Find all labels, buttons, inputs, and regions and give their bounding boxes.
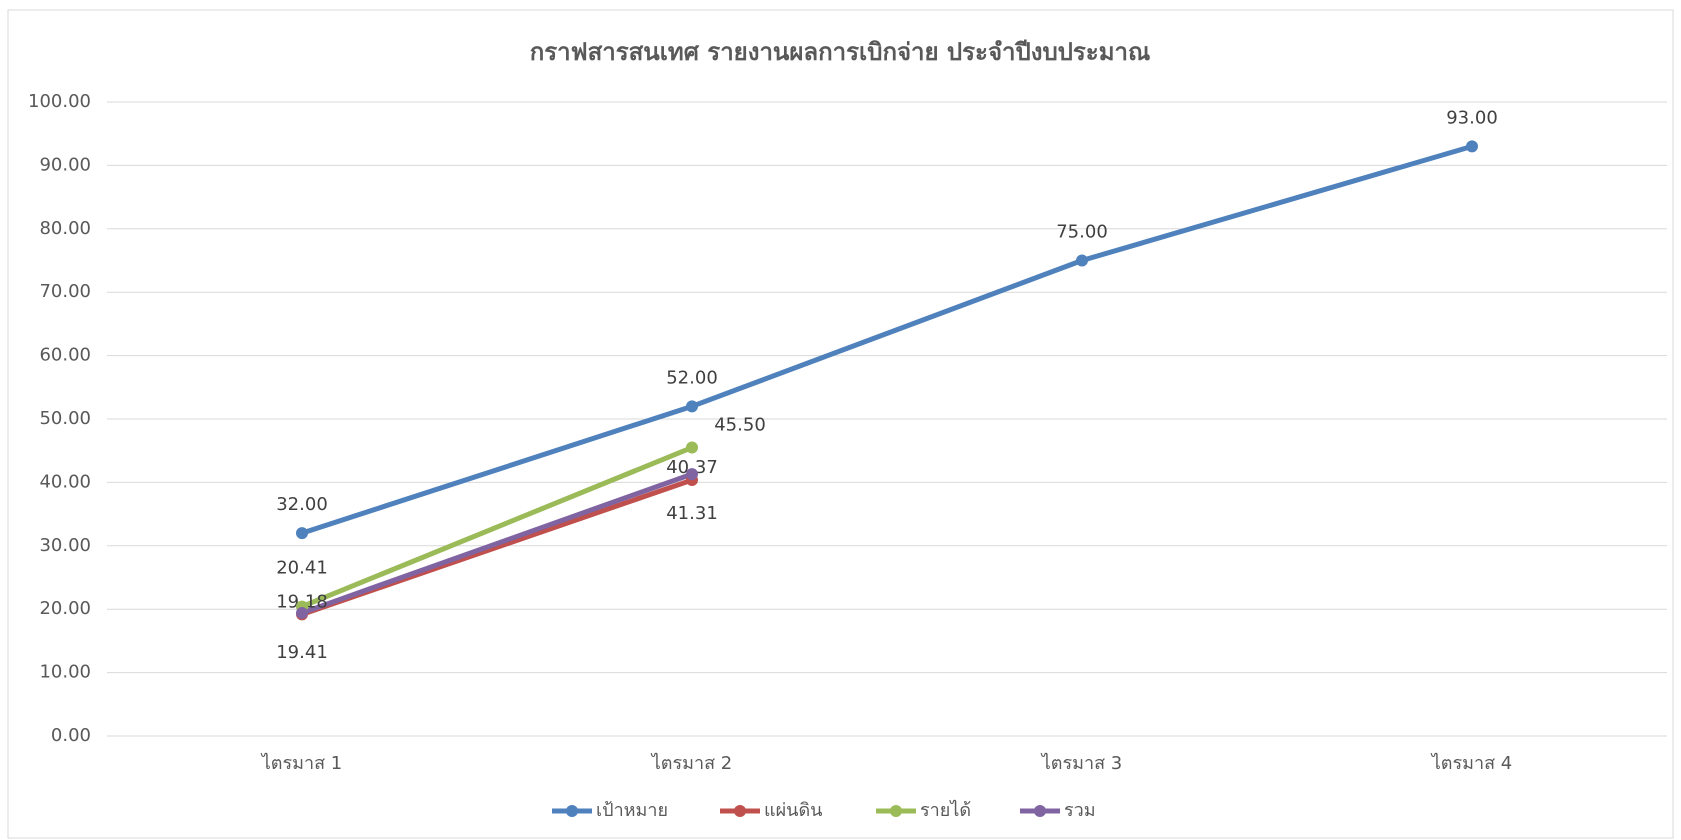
x-tick-label: ไตรมาส 1 bbox=[260, 752, 343, 774]
y-tick-label: 40.00 bbox=[39, 471, 91, 492]
y-tick-label: 0.00 bbox=[51, 725, 91, 746]
data-label: 45.50 bbox=[714, 415, 766, 436]
legend-marker bbox=[566, 805, 578, 817]
y-tick-label: 90.00 bbox=[39, 154, 91, 175]
data-label: 32.00 bbox=[276, 494, 328, 515]
point bbox=[1076, 254, 1088, 267]
data-label: 75.00 bbox=[1056, 222, 1108, 243]
y-tick-label: 80.00 bbox=[39, 218, 91, 239]
y-tick-label: 30.00 bbox=[39, 535, 91, 556]
x-tick-label: ไตรมาส 3 bbox=[1040, 752, 1123, 774]
legend-marker bbox=[1034, 805, 1046, 817]
y-tick-label: 50.00 bbox=[39, 408, 91, 429]
point bbox=[686, 400, 698, 413]
y-tick-label: 20.00 bbox=[39, 598, 91, 619]
point bbox=[686, 468, 698, 481]
data-label: 20.41 bbox=[276, 558, 328, 579]
series-line bbox=[301, 445, 693, 609]
series-line bbox=[301, 471, 693, 616]
legend-marker bbox=[734, 805, 746, 817]
data-label: 41.31 bbox=[666, 503, 718, 524]
data-label: 40.37 bbox=[666, 457, 718, 478]
point bbox=[686, 441, 698, 454]
data-label: 52.00 bbox=[666, 367, 718, 388]
point bbox=[1466, 140, 1478, 153]
legend-label: รวม bbox=[1064, 800, 1096, 821]
data-label: 93.00 bbox=[1446, 107, 1498, 128]
y-tick-label: 10.00 bbox=[39, 662, 91, 683]
x-tick-label: ไตรมาส 2 bbox=[650, 752, 733, 774]
x-tick-label: ไตรมาส 4 bbox=[1430, 752, 1513, 774]
chart-border bbox=[7, 9, 1674, 839]
y-tick-label: 100.00 bbox=[28, 91, 91, 112]
point bbox=[296, 606, 308, 619]
y-tick-label: 70.00 bbox=[39, 281, 91, 302]
legend-label: รายได้ bbox=[920, 799, 971, 821]
legend-label: แผ่นดิน bbox=[764, 800, 822, 821]
point bbox=[296, 527, 308, 540]
series-line bbox=[301, 143, 1473, 536]
y-tick-label: 60.00 bbox=[39, 345, 91, 366]
legend-marker bbox=[890, 805, 902, 817]
chart-title: กราฟสารสนเทศ รายงานผลการเบิกจ่าย ประจำปี… bbox=[530, 38, 1151, 66]
legend-label: เป้าหมาย bbox=[596, 800, 668, 821]
data-label: 19.41 bbox=[276, 642, 328, 663]
